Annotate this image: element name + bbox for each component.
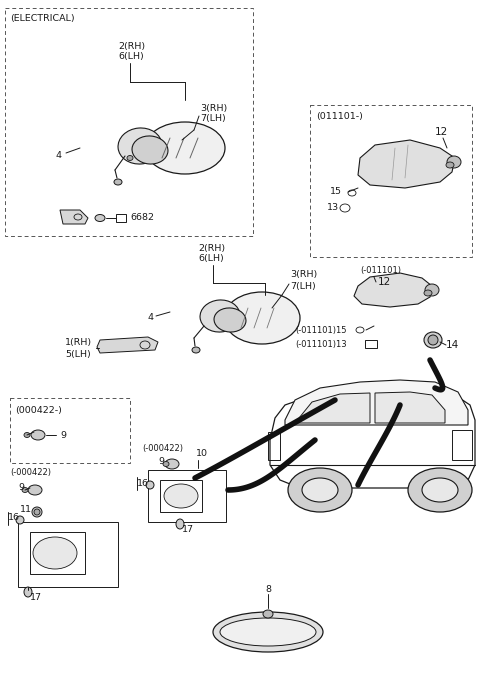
- Text: 12: 12: [435, 127, 448, 137]
- Ellipse shape: [31, 430, 45, 440]
- Bar: [160, 480, 202, 512]
- Polygon shape: [285, 380, 468, 425]
- Text: 13: 13: [327, 204, 339, 213]
- Ellipse shape: [16, 516, 24, 524]
- Text: 9: 9: [158, 458, 164, 466]
- Text: 3(RH): 3(RH): [200, 104, 227, 113]
- Text: 17: 17: [182, 525, 194, 534]
- Ellipse shape: [288, 468, 352, 512]
- Ellipse shape: [446, 162, 454, 168]
- Ellipse shape: [33, 537, 77, 569]
- Polygon shape: [358, 140, 455, 188]
- Bar: [5, 8, 253, 236]
- Text: 5(LH): 5(LH): [65, 349, 91, 359]
- Text: 8: 8: [265, 585, 271, 595]
- Ellipse shape: [425, 284, 439, 296]
- Bar: [452, 430, 472, 460]
- Ellipse shape: [163, 462, 169, 466]
- Bar: [18, 522, 118, 587]
- Ellipse shape: [220, 618, 316, 646]
- Ellipse shape: [200, 300, 240, 332]
- Text: 17: 17: [30, 593, 42, 602]
- Ellipse shape: [132, 136, 168, 164]
- Ellipse shape: [263, 610, 273, 618]
- Ellipse shape: [192, 347, 200, 353]
- Text: 3(RH): 3(RH): [290, 270, 317, 279]
- Text: (-000422): (-000422): [10, 469, 51, 477]
- Ellipse shape: [428, 335, 438, 345]
- Text: (011101-): (011101-): [316, 113, 363, 121]
- Text: 6(LH): 6(LH): [198, 255, 224, 263]
- Polygon shape: [354, 273, 432, 307]
- Polygon shape: [97, 337, 158, 353]
- Text: 12: 12: [378, 277, 391, 287]
- Ellipse shape: [146, 481, 154, 489]
- Text: 16: 16: [137, 479, 149, 488]
- Ellipse shape: [118, 128, 162, 164]
- Text: 4: 4: [148, 313, 154, 322]
- Text: 9: 9: [60, 431, 66, 440]
- Ellipse shape: [34, 509, 40, 515]
- Polygon shape: [60, 210, 88, 224]
- Text: (000422-): (000422-): [15, 405, 62, 414]
- Text: 7(LH): 7(LH): [200, 115, 226, 123]
- Ellipse shape: [114, 179, 122, 185]
- Text: 2(RH): 2(RH): [198, 244, 225, 252]
- Text: 7(LH): 7(LH): [290, 281, 316, 290]
- Ellipse shape: [213, 612, 323, 652]
- Ellipse shape: [95, 215, 105, 222]
- Text: 6682: 6682: [130, 213, 154, 222]
- Text: (-000422): (-000422): [142, 444, 183, 453]
- Text: 10: 10: [196, 449, 208, 458]
- Bar: [116, 214, 126, 222]
- Bar: [148, 470, 226, 522]
- Ellipse shape: [424, 290, 432, 296]
- Text: 15: 15: [330, 187, 342, 196]
- Ellipse shape: [24, 587, 32, 597]
- Text: 11: 11: [20, 506, 32, 514]
- Ellipse shape: [22, 488, 28, 493]
- Ellipse shape: [32, 507, 42, 517]
- Ellipse shape: [127, 156, 133, 161]
- Text: (ELECTRICAL): (ELECTRICAL): [10, 14, 74, 23]
- Ellipse shape: [165, 459, 179, 469]
- Text: 2(RH): 2(RH): [118, 41, 145, 51]
- Ellipse shape: [424, 332, 442, 348]
- Ellipse shape: [145, 122, 225, 174]
- Text: 4: 4: [56, 150, 62, 160]
- Bar: [268, 432, 280, 460]
- Ellipse shape: [224, 292, 300, 344]
- Bar: [310, 105, 472, 257]
- Ellipse shape: [408, 468, 472, 512]
- Bar: [10, 398, 130, 463]
- Ellipse shape: [164, 484, 198, 508]
- Ellipse shape: [422, 478, 458, 502]
- Ellipse shape: [447, 156, 461, 168]
- Text: (-011101)15: (-011101)15: [295, 325, 347, 335]
- Ellipse shape: [28, 485, 42, 495]
- Text: 6(LH): 6(LH): [118, 53, 144, 62]
- Text: 1(RH): 1(RH): [65, 338, 92, 348]
- Ellipse shape: [176, 519, 184, 529]
- Text: 14: 14: [446, 340, 459, 350]
- Ellipse shape: [302, 478, 338, 502]
- Bar: [365, 340, 377, 348]
- Text: 16: 16: [8, 512, 20, 521]
- Ellipse shape: [24, 432, 30, 438]
- Text: (-011101): (-011101): [360, 265, 401, 274]
- Bar: [30, 532, 85, 574]
- Text: (-011101)13: (-011101)13: [295, 340, 347, 349]
- Polygon shape: [375, 392, 445, 423]
- Text: 9: 9: [18, 484, 24, 493]
- Ellipse shape: [214, 308, 246, 332]
- Polygon shape: [295, 393, 370, 423]
